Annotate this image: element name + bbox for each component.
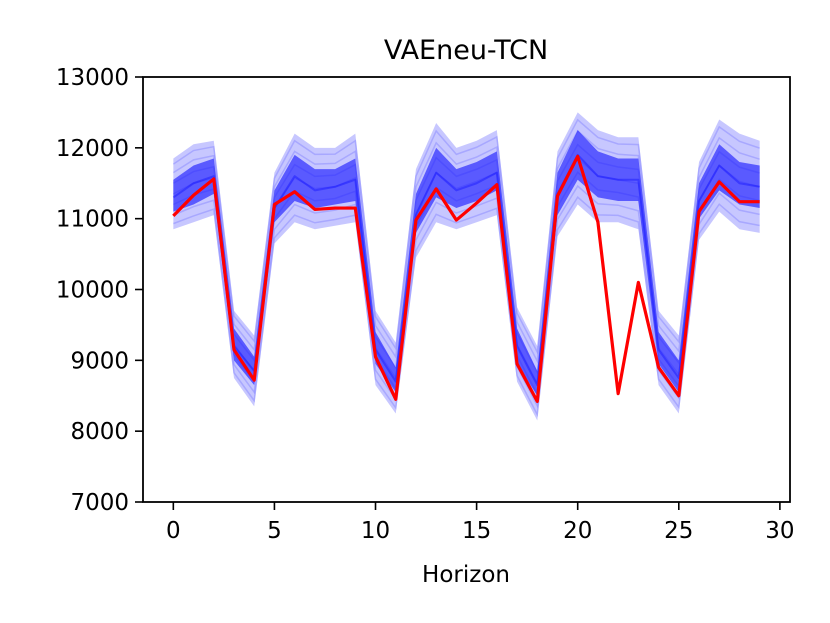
- forecast-band-inner: [173, 130, 760, 396]
- x-tick-label: 5: [267, 518, 282, 544]
- forecast-sample-strand: [172, 118, 760, 355]
- x-tick-label: 10: [361, 518, 390, 544]
- x-tick-label: 25: [664, 518, 693, 544]
- y-tick-label: 8000: [70, 419, 129, 445]
- forecast-sample-strand: [172, 129, 760, 364]
- x-tick-label: 30: [765, 518, 794, 544]
- y-tick-label: 7000: [70, 490, 129, 516]
- forecast-samples-layer: [172, 112, 760, 421]
- chart-title: VAEneu-TCN: [384, 35, 548, 66]
- y-axis: 7000 8000 9000 10000 11000 12000 13000: [56, 65, 143, 516]
- actual-line: [172, 154, 760, 404]
- x-axis: 0 5 10 15 20 25 30: [166, 502, 795, 544]
- x-axis-label: Horizon: [422, 562, 510, 588]
- actual-series-layer: [172, 154, 760, 404]
- y-tick-label: 10000: [56, 278, 129, 304]
- y-tick-label: 13000: [56, 65, 129, 91]
- x-tick-label: 20: [563, 518, 592, 544]
- forecast-sample-strand: [173, 195, 760, 418]
- y-tick-label: 12000: [56, 136, 129, 162]
- y-tick-label: 9000: [70, 348, 129, 374]
- x-tick-label: 0: [166, 518, 181, 544]
- y-tick-label: 11000: [56, 207, 129, 233]
- x-tick-label: 15: [462, 518, 491, 544]
